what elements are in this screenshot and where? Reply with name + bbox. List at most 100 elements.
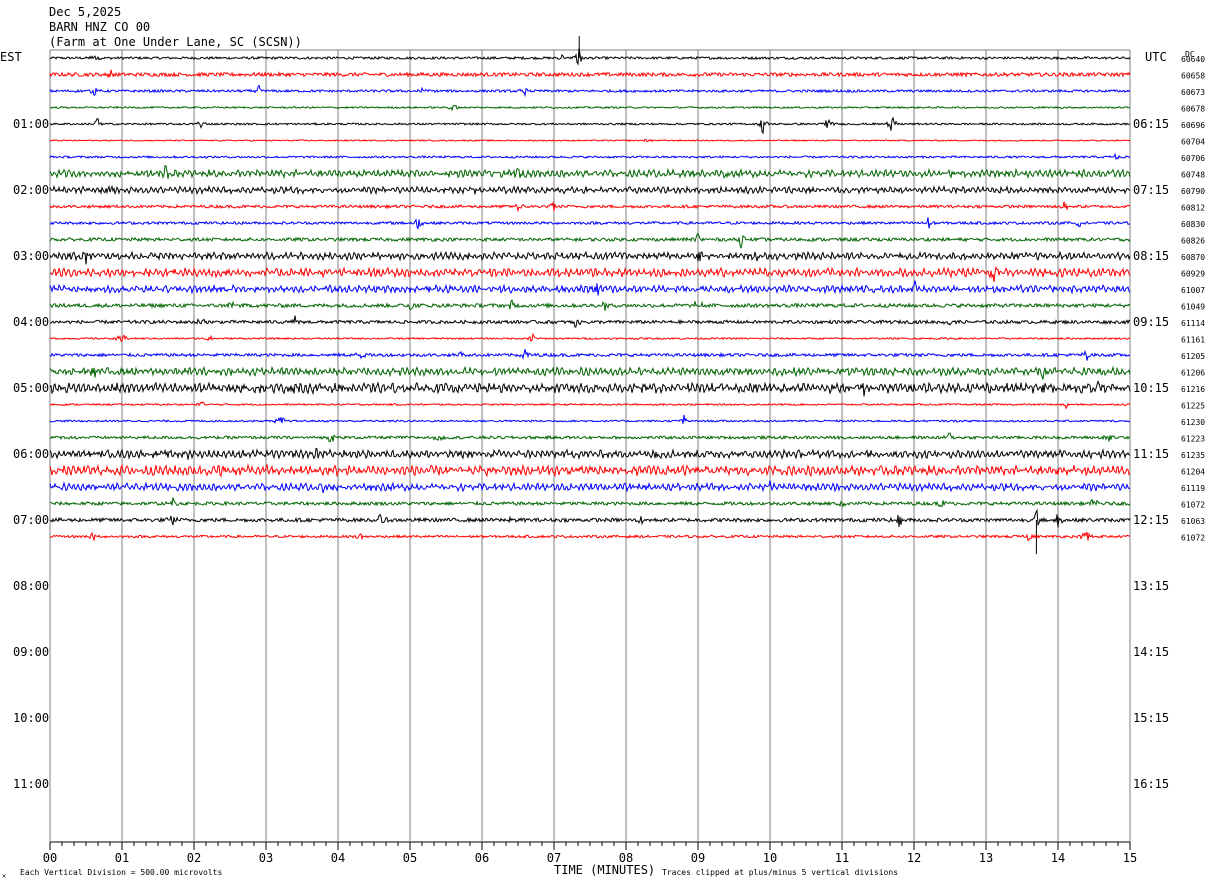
left-hour-label: 08:00 [13,579,49,593]
seismic-trace-row [49,69,1131,79]
left-hour-label: 02:00 [13,183,49,197]
right-hour-label: 13:15 [1133,579,1169,593]
seismic-trace-row [49,379,1131,397]
dc-value-label: 61049 [1181,303,1205,312]
dc-value-label: 61225 [1181,402,1205,411]
x-tick-label: 00 [43,851,57,865]
dc-value-label: 60673 [1181,88,1205,97]
right-timezone-label: UTC [1145,50,1167,64]
x-tick-label: 11 [835,851,849,865]
seismic-trace-row [49,463,1131,478]
seismic-trace-row [49,365,1131,380]
dc-value-label: 61007 [1181,286,1205,295]
seismic-trace-row [49,104,1131,112]
seismic-traces [49,36,1131,554]
left-hour-label: 09:00 [13,645,49,659]
seismic-trace-row [49,152,1130,161]
left-hour-label: 11:00 [13,777,49,791]
dc-value-label: 61063 [1181,517,1205,526]
x-tick-label: 08 [619,851,633,865]
dc-column-label: DC [1185,50,1195,59]
x-axis-title: TIME (MINUTES) [554,863,655,877]
left-hour-label: 07:00 [13,513,49,527]
x-tick-label: 02 [187,851,201,865]
seismic-trace-row [49,280,1131,296]
minute-grid-lines [49,49,1131,850]
axis-labels: 00 01 02 03 04 05 06 07 08 09 10 11 12 13 14 15 01:00 02:… [13,55,1205,865]
right-hour-label: 07:15 [1133,183,1169,197]
seismic-trace-row [49,531,1131,542]
dc-value-label: 60748 [1181,171,1205,180]
dc-value-label: 60658 [1181,72,1205,81]
date-label: Dec 5,2025 [49,5,121,19]
left-hour-label: 03:00 [13,249,49,263]
seismic-trace-row [49,332,1131,343]
x-tick-label: 03 [259,851,273,865]
seismic-trace-row [49,201,1131,213]
left-hour-label: 05:00 [13,381,49,395]
seismic-trace-row [49,84,1131,98]
right-hour-label: 10:15 [1133,381,1169,395]
x-tick-label: 07 [547,851,561,865]
seismic-trace-row [49,232,1131,249]
dc-value-label: 61235 [1181,451,1205,460]
dc-value-label: 60929 [1181,270,1205,279]
dc-value-label: 61223 [1181,435,1205,444]
x-tick-label: 05 [403,851,417,865]
dc-value-label: 60704 [1181,138,1205,147]
seismic-trace-row [49,265,1131,283]
dc-value-label: 61161 [1181,336,1205,345]
right-hour-label: 09:15 [1133,315,1169,329]
dc-value-label: 60870 [1181,253,1205,262]
x-tick-label: 10 [763,851,777,865]
x-tick-label: 13 [979,851,993,865]
right-hour-label: 08:15 [1133,249,1169,263]
station-label: BARN HNZ CO 00 [49,20,150,34]
x-tick-label: 15 [1123,851,1137,865]
right-hour-label: 12:15 [1133,513,1169,527]
x-tick-label: 12 [907,851,921,865]
x-tick-label: 14 [1051,851,1065,865]
dc-value-label: 61205 [1181,352,1205,361]
seismic-trace-row [49,414,1131,424]
seismic-trace-row [49,48,1131,66]
right-hour-label: 14:15 [1133,645,1169,659]
dc-value-label: 61072 [1181,534,1205,543]
x-tick-label: 01 [115,851,129,865]
dc-value-label: 60830 [1181,220,1205,229]
seismic-trace-row [49,138,1131,143]
right-hour-label: 11:15 [1133,447,1169,461]
dc-value-label: 60678 [1181,105,1205,114]
dc-value-label: 61114 [1181,319,1205,328]
dc-value-label: 61072 [1181,501,1205,510]
seismic-trace-row [49,432,1131,443]
clip-note: Traces clipped at plus/minus 5 vertical … [662,868,898,877]
scale-note: Each Vertical Division = 500.00 microvol… [20,868,222,877]
seismic-trace-row [49,315,1131,328]
left-hour-label: 04:00 [13,315,49,329]
right-hour-label: 15:15 [1133,711,1169,725]
seismic-trace-row [49,298,1131,311]
seismic-trace-row [49,165,1131,180]
x-tick-label: 04 [331,851,345,865]
dc-value-label: 60826 [1181,237,1205,246]
seismic-trace-row [49,508,1131,528]
x-tick-label: 09 [691,851,705,865]
left-hour-label: 10:00 [13,711,49,725]
seismic-trace-row [49,480,1131,494]
seismic-trace-row [49,184,1131,196]
dc-value-label: 60812 [1181,204,1205,213]
x-tick-label: 06 [475,851,489,865]
left-hour-label: 06:00 [13,447,49,461]
dc-value-label: 60696 [1181,121,1205,130]
seismic-trace-row [49,217,1131,230]
right-hour-label: 16:15 [1133,777,1169,791]
seismic-trace-row [49,447,1131,461]
seismic-trace-row [49,497,1131,508]
seismic-trace-row [49,401,1131,410]
left-timezone-label: EST [0,50,22,64]
dc-value-label: 61204 [1181,468,1205,477]
dc-value-label: 60640 [1181,55,1205,64]
seismic-trace-row [49,349,1131,361]
